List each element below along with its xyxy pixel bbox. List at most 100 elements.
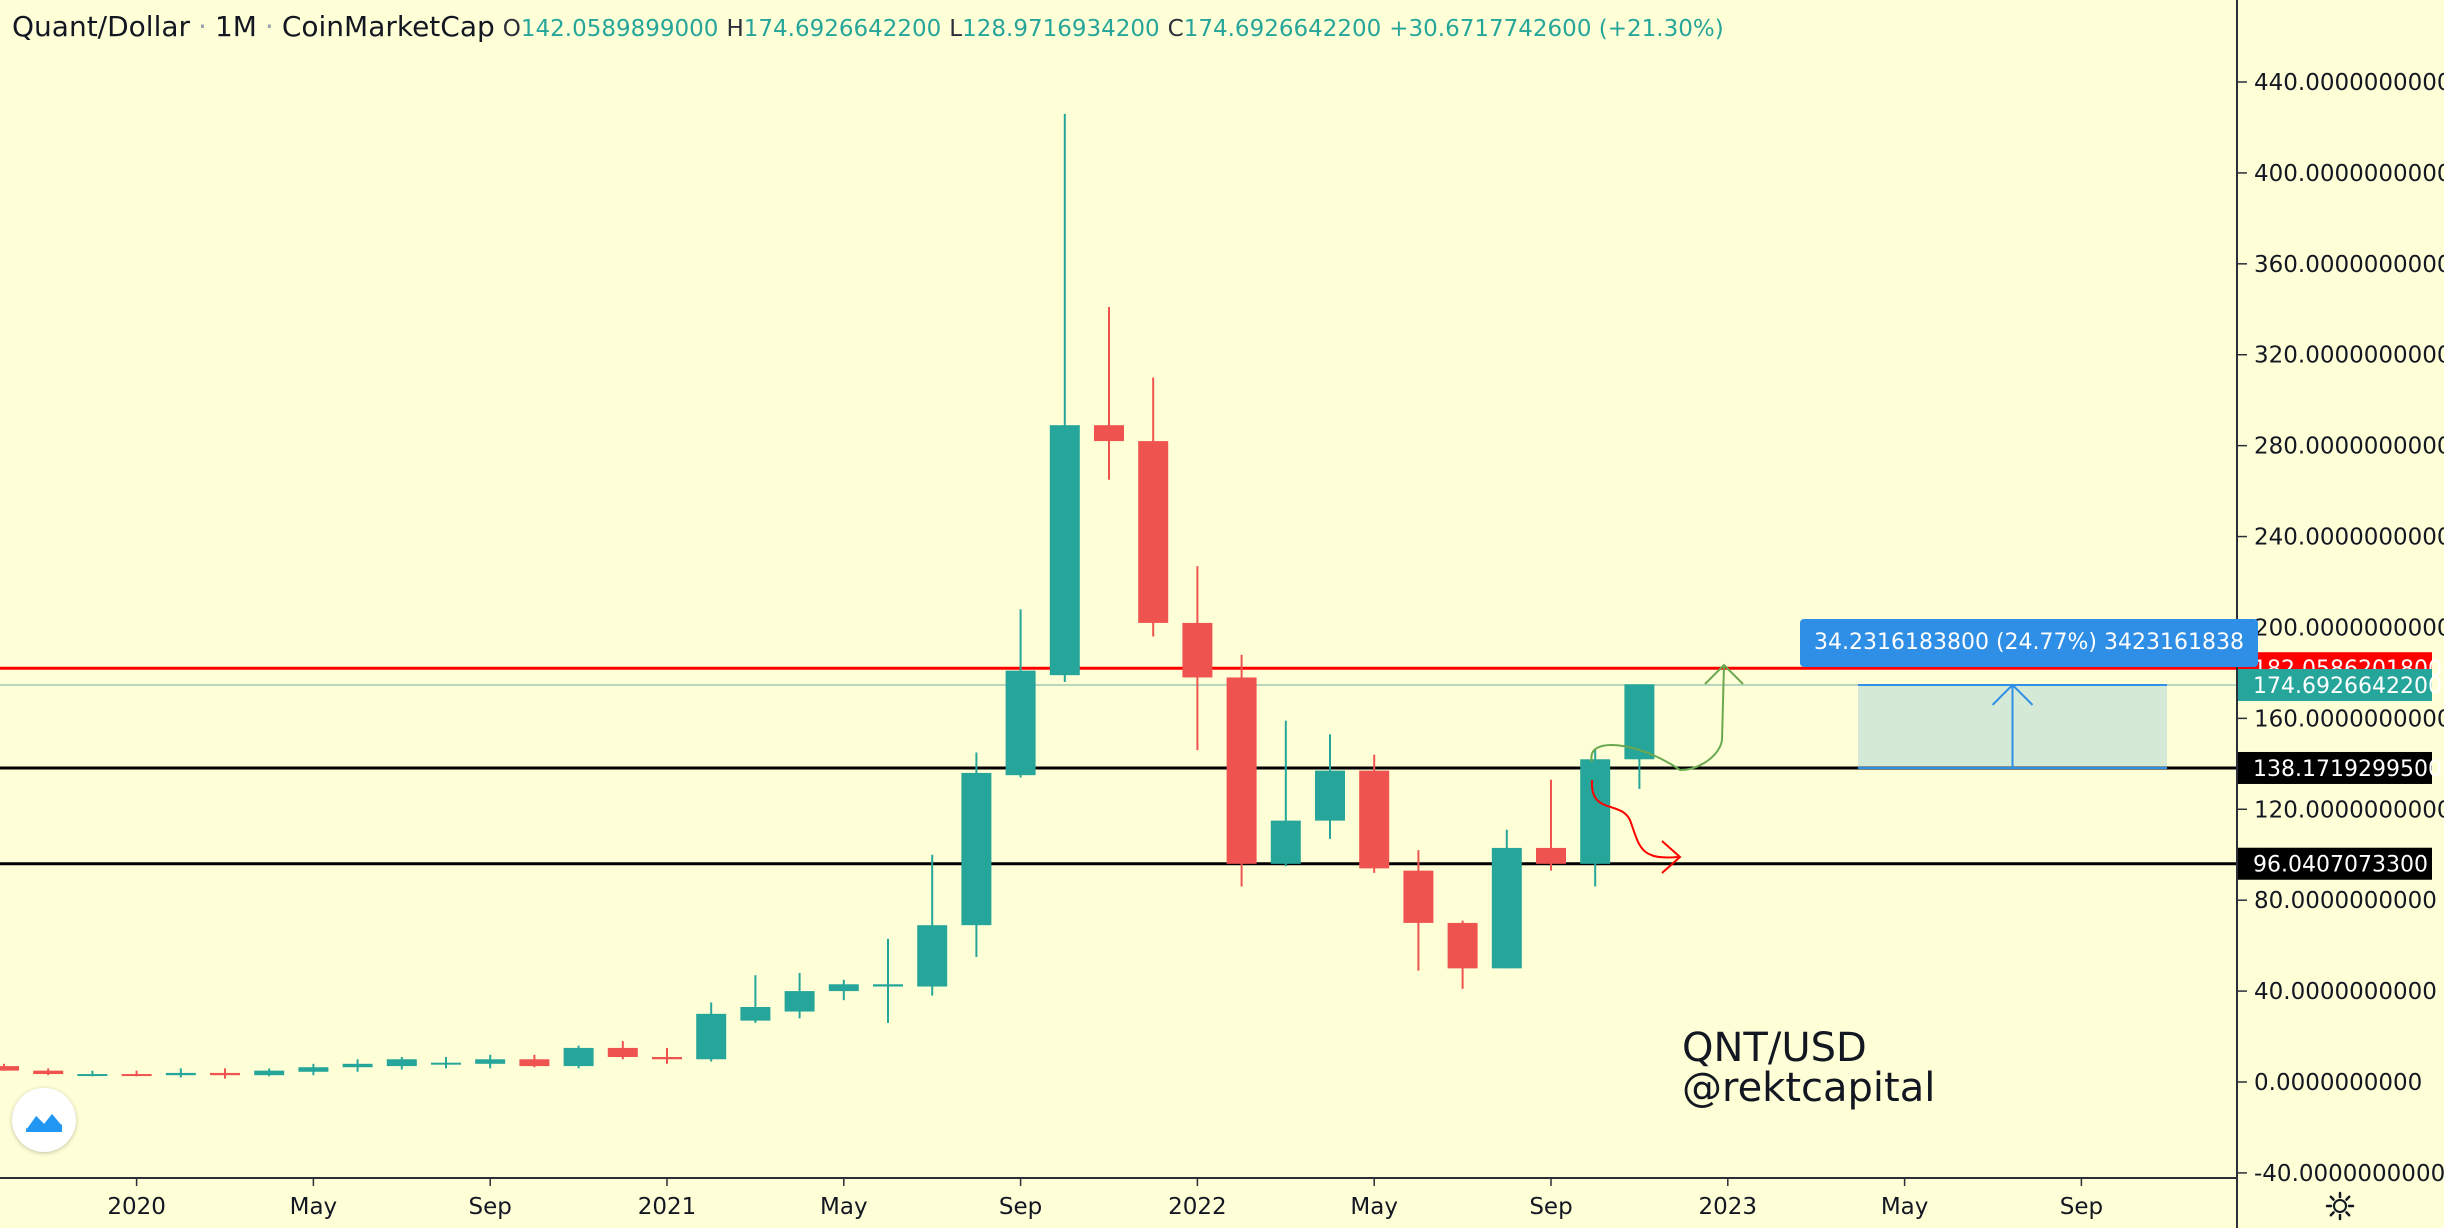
candle-body xyxy=(1138,441,1169,623)
watermark-pair: QNT/USD xyxy=(1682,1025,1867,1071)
candle[interactable] xyxy=(1005,609,1036,778)
candle[interactable] xyxy=(1536,779,1566,871)
candle[interactable] xyxy=(917,854,948,996)
candle[interactable] xyxy=(1138,377,1169,637)
candle[interactable] xyxy=(121,1070,152,1077)
candle[interactable] xyxy=(342,1059,373,1072)
candle[interactable] xyxy=(740,975,771,1023)
candle-body xyxy=(519,1059,550,1067)
candle[interactable] xyxy=(77,1070,108,1077)
time-tick-label: 2021 xyxy=(638,1194,697,1220)
candle-body xyxy=(1491,847,1522,969)
candle-body xyxy=(1536,847,1566,864)
candle-body xyxy=(386,1059,417,1067)
interval-label[interactable]: 1M xyxy=(214,10,257,43)
candle-body xyxy=(298,1067,329,1072)
price-tick-label: 120.0000000000 xyxy=(2254,797,2444,823)
candle-body xyxy=(1049,425,1080,676)
candle-body xyxy=(210,1072,240,1076)
candle[interactable] xyxy=(298,1063,329,1076)
candle[interactable] xyxy=(1182,566,1213,751)
candle[interactable] xyxy=(431,1057,461,1069)
price-tick-label: 80.0000000000 xyxy=(2254,888,2437,914)
gear-icon[interactable] xyxy=(2322,1188,2358,1224)
price-tick-label: 280.0000000000 xyxy=(2254,434,2444,460)
time-tick-label: 2022 xyxy=(1168,1194,1227,1220)
symbol-name[interactable]: Quant/Dollar xyxy=(12,10,191,43)
candle-body xyxy=(1270,820,1301,864)
candle[interactable] xyxy=(1226,654,1257,887)
measure-arrow-head xyxy=(1991,683,2034,706)
ohlc-high: H174.6926642200 xyxy=(726,16,942,42)
candle[interactable] xyxy=(784,972,815,1019)
time-tick-label: Sep xyxy=(2060,1194,2103,1220)
price-tick-label: 200.0000000000 xyxy=(2254,615,2444,641)
price-label-bg xyxy=(2238,668,2432,701)
candle[interactable] xyxy=(1270,720,1301,867)
candle[interactable] xyxy=(1580,750,1611,887)
time-tick-label: Sep xyxy=(999,1194,1042,1220)
candle[interactable] xyxy=(165,1068,196,1078)
time-axis[interactable]: 2020 May Sep 2021 May Sep 2022 May Sep 2023 May Sep xyxy=(107,1178,2103,1220)
candle[interactable] xyxy=(33,1068,64,1076)
candle[interactable] xyxy=(1049,113,1080,683)
bearish-path-drawing xyxy=(1590,779,1679,859)
candle-body xyxy=(784,991,815,1012)
chart-header: Quant/Dollar · 1M · CoinMarketCap O142.0… xyxy=(12,10,1724,50)
candle[interactable] xyxy=(475,1054,506,1069)
candle[interactable] xyxy=(1315,734,1345,839)
tradingview-logo-icon[interactable] xyxy=(12,1088,76,1152)
candle[interactable] xyxy=(0,1063,19,1071)
candle[interactable] xyxy=(254,1068,285,1077)
candle[interactable] xyxy=(519,1054,550,1068)
time-tick-label: May xyxy=(1350,1194,1398,1220)
price-tick-label: 40.0000000000 xyxy=(2254,979,2437,1005)
candle[interactable] xyxy=(1624,684,1655,789)
candle[interactable] xyxy=(873,938,903,1023)
candle[interactable] xyxy=(652,1047,682,1064)
candle[interactable] xyxy=(1491,829,1522,969)
candle-body xyxy=(607,1047,638,1058)
candle-body xyxy=(1580,759,1611,864)
candle-body xyxy=(1094,425,1124,442)
candle-body xyxy=(873,984,903,987)
time-tick-label: 2023 xyxy=(1699,1194,1758,1220)
ohlc-close: C174.6926642200 xyxy=(1167,16,1382,42)
price-axis[interactable]: -40.0000000000 0.0000000000 40.0000000000 8… xyxy=(2237,70,2444,1187)
price-tick-label: 0.0000000000 xyxy=(2254,1070,2422,1096)
candle[interactable] xyxy=(563,1045,594,1069)
candle[interactable] xyxy=(1447,920,1478,989)
candle[interactable] xyxy=(1403,850,1434,971)
candle[interactable] xyxy=(961,752,992,958)
candle[interactable] xyxy=(1359,754,1390,873)
candle[interactable] xyxy=(1094,307,1124,480)
candle-body xyxy=(917,925,948,987)
time-tick-label: 2020 xyxy=(107,1194,166,1220)
candle-body xyxy=(1005,670,1036,776)
time-tick-label: May xyxy=(290,1194,338,1220)
candle-body xyxy=(828,984,859,992)
candle[interactable] xyxy=(386,1057,417,1070)
price-label: 174.6926642200 xyxy=(2238,668,2442,701)
candle-body xyxy=(342,1063,373,1068)
time-tick-label: Sep xyxy=(469,1194,512,1220)
candle[interactable] xyxy=(607,1041,638,1060)
time-tick-label: May xyxy=(1881,1194,1929,1220)
watermark-author: @rektcapital xyxy=(1682,1065,1936,1111)
candle-body xyxy=(696,1013,727,1060)
bullish-path-drawing xyxy=(1590,664,1725,772)
price-tick-label: 240.0000000000 xyxy=(2254,525,2444,551)
candle[interactable] xyxy=(828,979,859,1001)
candle-body xyxy=(961,772,992,926)
candle-body xyxy=(740,1007,771,1021)
measure-label[interactable]: 34.2316183800 (24.77%) 3423161838 xyxy=(1800,619,2258,667)
candle[interactable] xyxy=(696,1002,727,1062)
header-separator: · xyxy=(264,10,274,43)
price-label-text: 174.6926642200 xyxy=(2253,674,2442,699)
candle-body xyxy=(652,1057,682,1060)
candle-body xyxy=(1315,770,1345,821)
candle-body xyxy=(1403,870,1434,923)
candle[interactable] xyxy=(210,1068,240,1079)
price-label-bg xyxy=(2238,847,2432,880)
